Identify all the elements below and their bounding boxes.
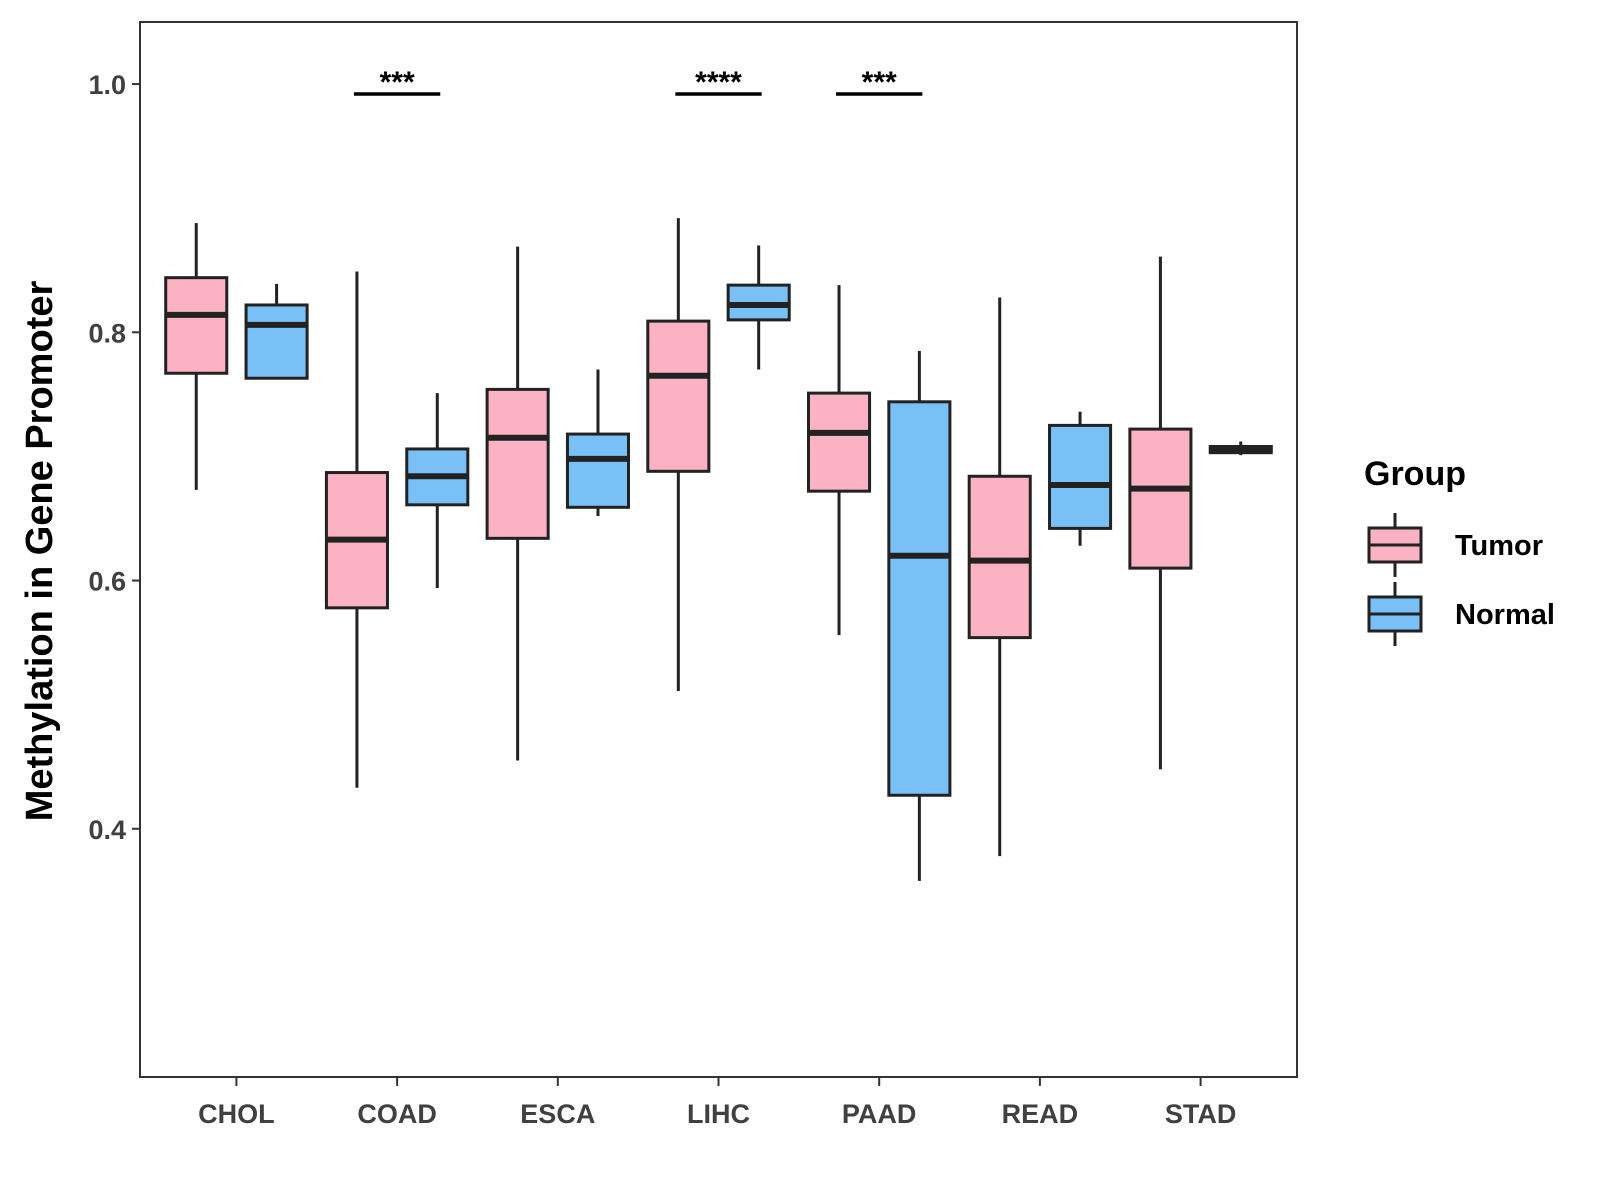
x-tick-label: PAAD — [842, 1099, 917, 1129]
legend: Group Tumor Normal — [1364, 455, 1555, 646]
box-body — [887, 400, 952, 797]
box-body — [244, 303, 309, 380]
legend-entry-tumor: Tumor — [1367, 513, 1543, 577]
box-tumor-coad — [324, 271, 389, 788]
box-normal-lihc — [726, 245, 791, 370]
significance-label: *** — [380, 66, 415, 99]
y-tick-label: 0.8 — [88, 318, 126, 348]
box-normal-esca — [565, 369, 631, 516]
box-body — [967, 474, 1032, 640]
box-body — [1128, 427, 1193, 570]
y-axis: 0.4 0.6 0.8 1.0 — [88, 70, 140, 845]
legend-entry-normal: Normal — [1367, 582, 1555, 646]
legend-title: Group — [1364, 455, 1466, 493]
box-body — [485, 387, 550, 540]
x-axis: CHOL COAD ESCA LIHC PAAD READ STAD — [198, 1077, 1236, 1129]
x-tick-label: LIHC — [687, 1099, 750, 1129]
box-body — [164, 276, 229, 375]
plot-panel — [139, 21, 1298, 1078]
significance-label: **** — [695, 66, 742, 99]
box-body — [565, 432, 631, 509]
x-tick-label: ESCA — [520, 1099, 595, 1129]
box-tumor-paad — [806, 285, 872, 636]
box-tumor-stad — [1128, 256, 1193, 770]
x-tick-label: STAD — [1165, 1099, 1237, 1129]
box-normal-paad — [887, 350, 952, 881]
box-body — [806, 391, 872, 493]
y-axis-title: Methylation in Gene Promoter — [19, 281, 61, 822]
box-normal-read — [1048, 411, 1113, 546]
significance-annotations: *** **** *** — [353, 66, 923, 99]
y-tick-label: 0.4 — [88, 815, 126, 845]
x-tick-label: COAD — [357, 1099, 437, 1129]
x-tick-label: READ — [1002, 1099, 1079, 1129]
significance-label: *** — [862, 66, 897, 99]
box-tumor-esca — [485, 246, 550, 761]
box-tumor-read — [967, 297, 1032, 857]
box-series — [164, 218, 1273, 881]
y-tick-label: 0.6 — [88, 567, 126, 597]
legend-label: Normal — [1455, 599, 1555, 631]
box-normal-coad — [405, 393, 470, 588]
legend-label: Tumor — [1455, 530, 1543, 562]
box-tumor-chol — [164, 223, 229, 490]
y-tick-label: 1.0 — [88, 70, 126, 100]
box-normal-stad — [1208, 441, 1273, 456]
box-tumor-lihc — [646, 218, 711, 691]
box-body — [1048, 423, 1113, 530]
box-normal-chol — [244, 283, 309, 380]
box-body — [646, 319, 711, 473]
x-tick-label: CHOL — [198, 1099, 275, 1129]
